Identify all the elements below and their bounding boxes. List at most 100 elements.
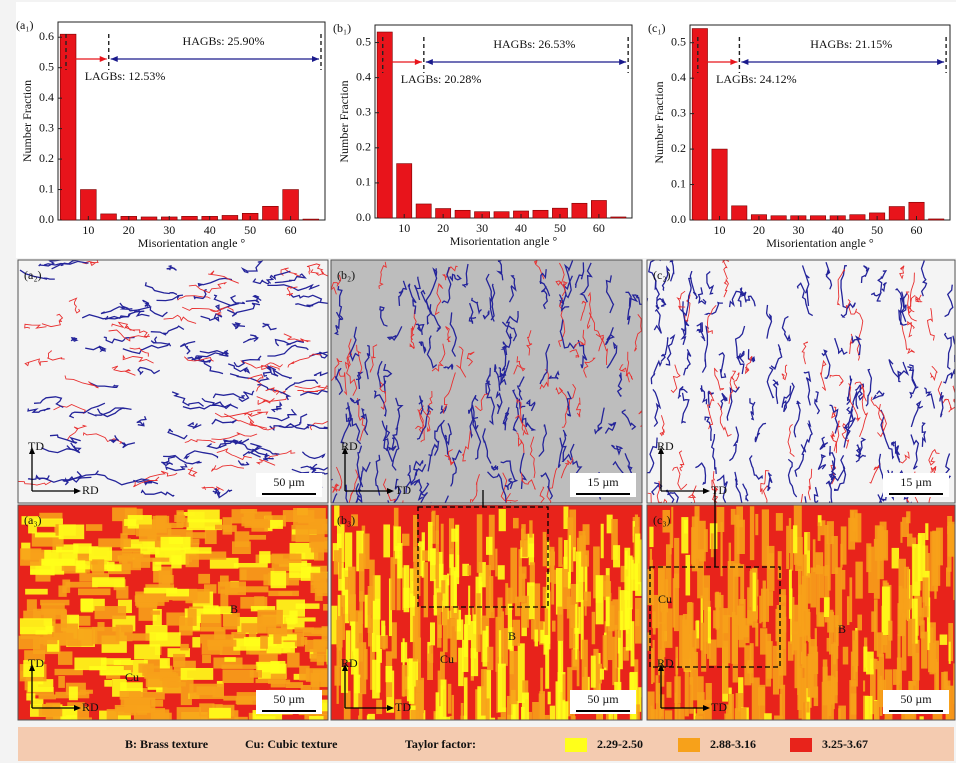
grain-boundary [24,323,47,329]
texture-patch [363,533,370,569]
texture-patch [664,710,673,720]
x-tick-label: 10 [82,223,94,237]
scale-label: 50 µm [273,475,305,489]
texture-patch [824,524,829,576]
texture-patch [562,674,566,700]
grain-boundary [267,283,320,292]
texture-patch [26,693,36,701]
grain-boundary [520,472,536,490]
grain-boundary [559,319,577,350]
texture-patch [94,606,127,620]
texture-patch [792,525,798,554]
texture-patch [539,691,545,720]
texture-patch [618,586,621,638]
grain-boundary [606,341,618,369]
lagb-arrow-head [414,59,422,65]
grain-boundary [744,355,753,375]
grain-boundary [921,422,927,447]
grain-boundary [211,432,258,441]
texture-patch [21,516,40,525]
grain-boundary [188,281,228,294]
texture-patch [765,633,772,687]
grain-boundary [716,474,728,503]
texture-patch [953,680,955,720]
texture-patch [58,675,65,688]
bar [731,205,748,221]
texture-patch [651,648,654,685]
grain-boundary [177,295,211,301]
texture-patch [367,713,375,720]
texture-patch [733,563,741,577]
grain-boundary [487,471,507,503]
texture-patch [358,715,361,720]
texture-patch [522,680,529,700]
texture-patch [703,587,709,642]
grain-boundary [566,391,572,417]
grain-boundary [482,428,492,464]
texture-patch [818,612,825,627]
texture-patch [468,585,471,625]
texture-patch [355,610,363,662]
grain-boundary [360,407,369,436]
grain-boundary [660,337,669,363]
grain-boundary [526,330,533,356]
grain-boundary [331,466,343,491]
texture-patch [628,555,633,610]
texture-patch [196,686,216,696]
texture-patch [54,668,83,676]
texture-patch [797,549,802,567]
texture-patch [105,673,121,679]
grain-boundary [267,408,298,422]
texture-patch [838,705,846,720]
grain-boundary [470,394,479,432]
texture-patch [225,581,246,596]
x-tick-label: 40 [832,223,844,237]
grain-boundary [150,336,172,347]
texture-patch [780,589,786,603]
map-axis-label: TD [711,700,727,714]
grain-boundary [595,333,609,366]
texture-patch [816,564,820,615]
texture-label: Cu [440,652,454,666]
texture-patch [809,639,817,660]
texture-patch [495,548,498,577]
texture-patch [45,702,61,720]
texture-patch [885,635,892,659]
texture-patch [124,508,143,520]
grain-boundary [493,364,501,392]
map-label: (c₂) [653,268,671,282]
texture-patch [655,675,659,704]
grain-boundary [681,392,690,424]
grain-boundary [501,321,518,342]
grain-boundary [706,305,717,334]
grain-boundary [877,270,888,293]
bar [59,33,77,221]
texture-patch [775,513,783,531]
texture-patch [751,677,760,720]
texture-patch [666,681,672,698]
grain-boundary [166,264,177,271]
y-tick-label: 0.5 [356,34,371,48]
plot-area [374,24,633,219]
texture-patch [224,657,236,662]
texture-patch [880,530,889,561]
panel-label: (c₁) [648,21,666,35]
texture-patch [787,641,794,661]
texture-patch [115,624,133,642]
texture-patch [396,554,401,611]
grain-boundary [880,409,895,460]
grain-boundary [122,354,154,364]
grain-boundary [431,343,446,372]
grain-boundary [819,359,827,391]
grain-boundary [46,350,65,361]
grain-boundary [594,407,605,435]
grain-boundary [270,368,293,380]
grain-boundary [680,277,692,317]
texture-patch [326,649,328,665]
map-axes [344,451,390,492]
grain-boundary [749,398,756,421]
grain-boundary [695,322,702,334]
texture-patch [788,518,792,554]
y-tick-label: 0.5 [39,59,54,73]
grain-boundary [906,498,910,503]
